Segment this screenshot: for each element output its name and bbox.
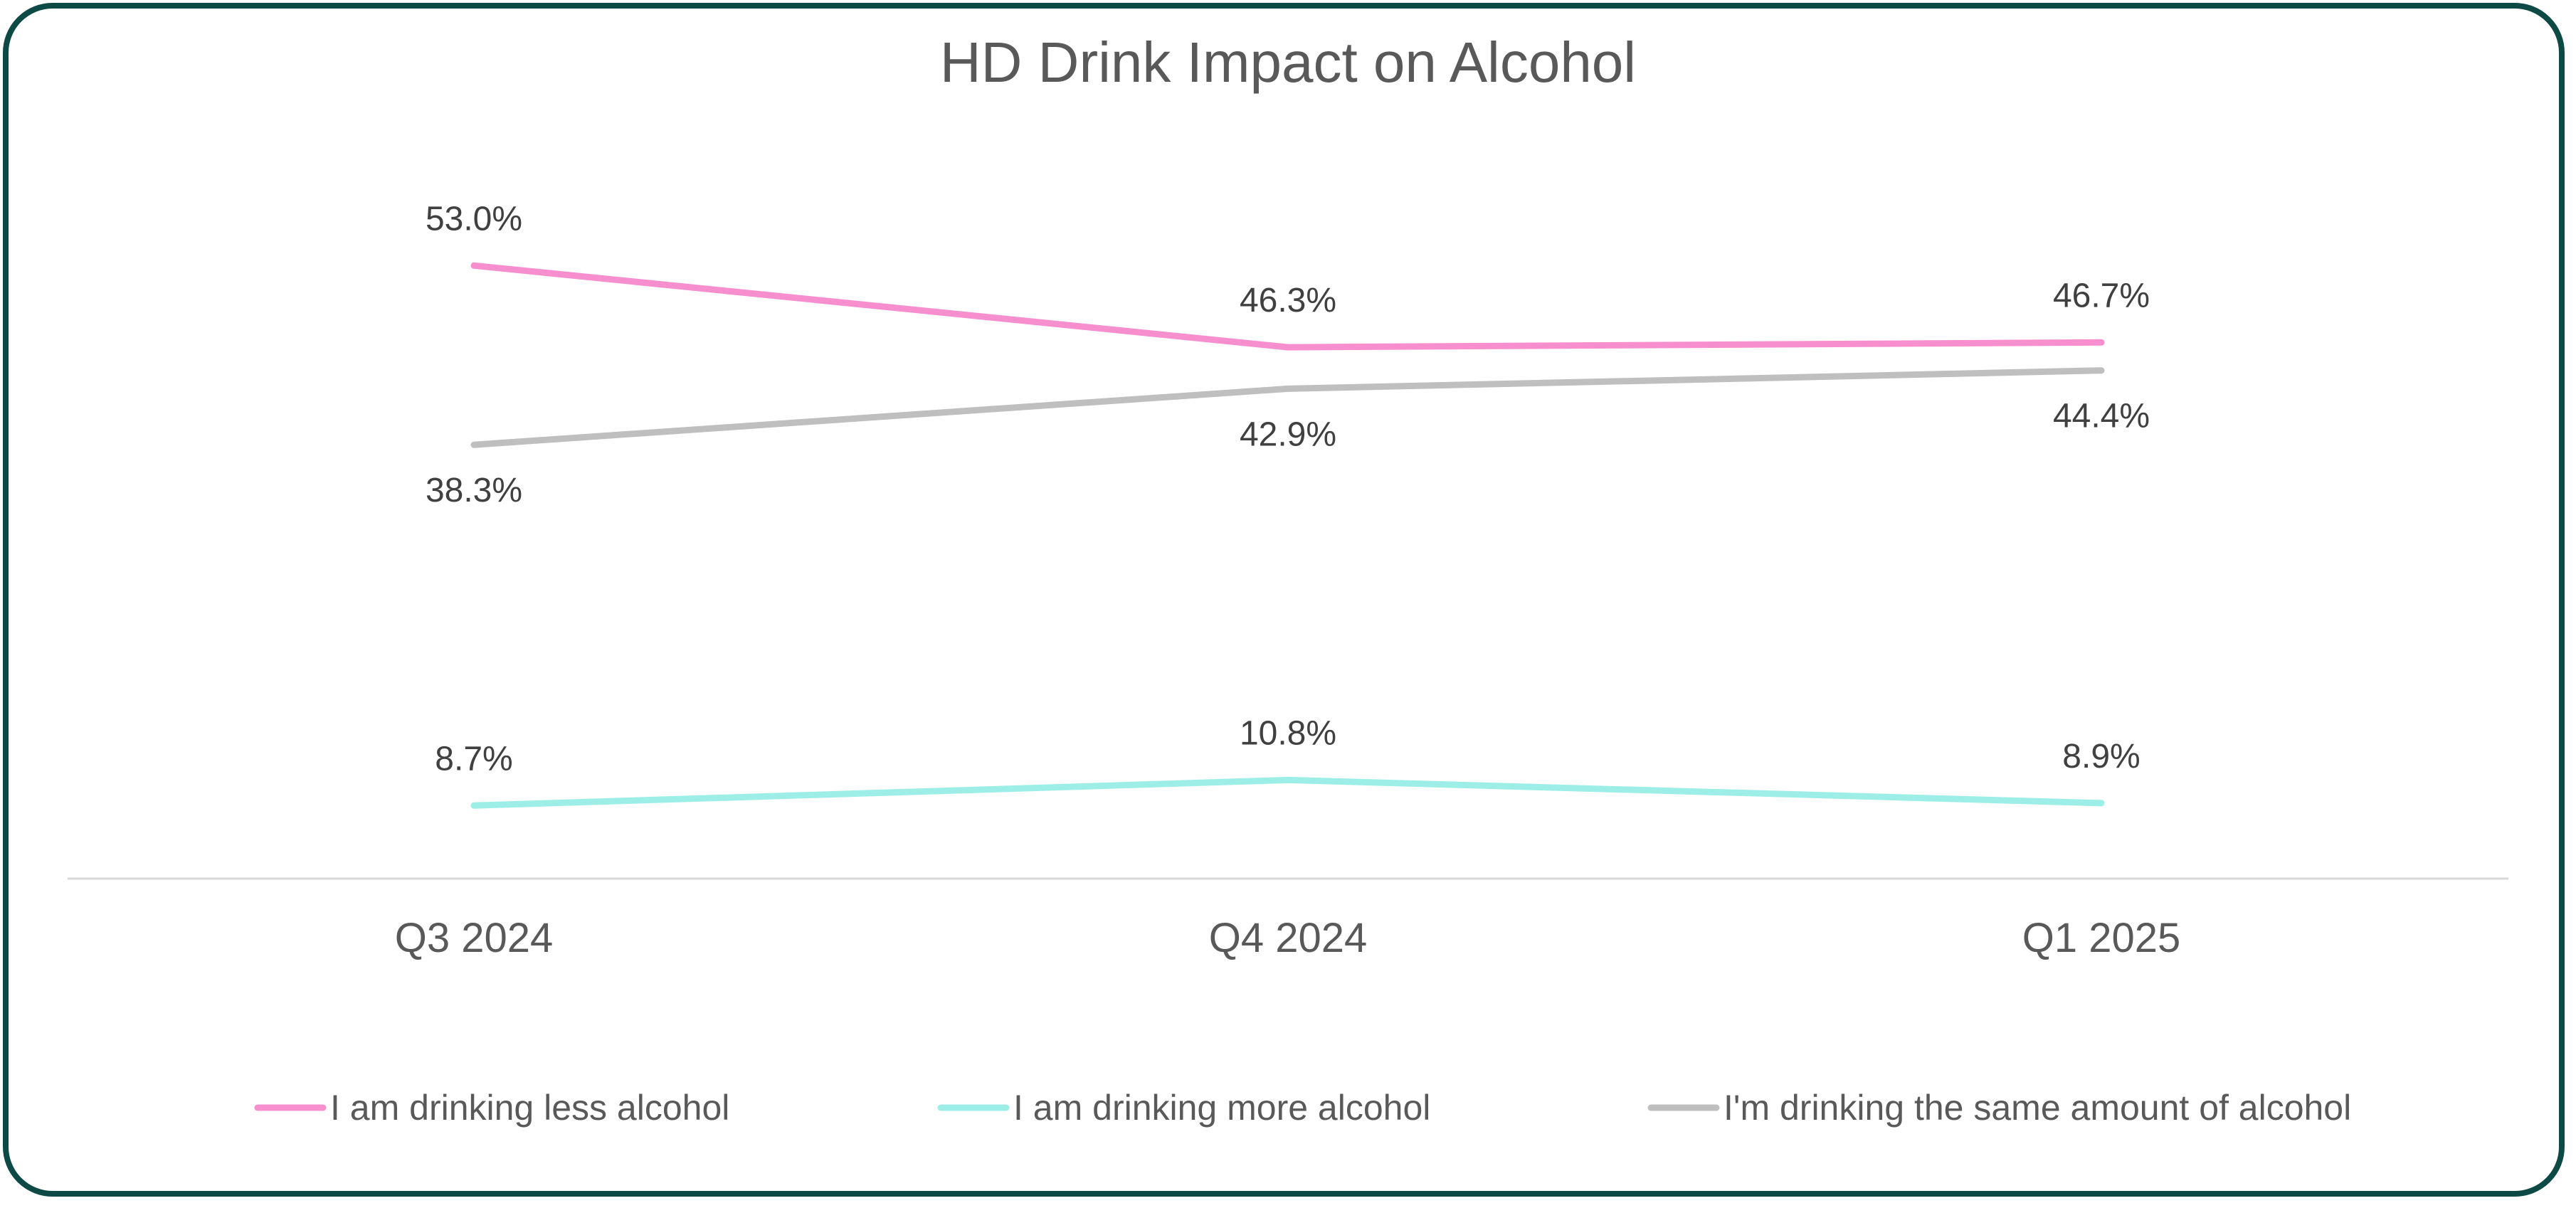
data-label: 38.3%	[426, 472, 522, 509]
x-tick-label: Q1 2025	[2022, 915, 2181, 961]
data-label: 8.9%	[2062, 738, 2140, 775]
series-line	[470, 776, 2105, 809]
data-label: 8.7%	[435, 740, 512, 778]
legend-label: I am drinking less alcohol	[330, 1088, 729, 1128]
data-label: 42.9%	[1240, 415, 1336, 453]
data-label: 44.4%	[2053, 398, 2150, 435]
data-label: 53.0%	[426, 200, 522, 238]
x-tick-label: Q3 2024	[395, 915, 554, 961]
data-label: 46.7%	[2053, 277, 2150, 314]
x-axis-ticks: Q3 2024 Q4 2024 Q1 2025	[395, 915, 2181, 961]
legend: I am drinking less alcohol I am drinking …	[254, 1088, 2351, 1128]
data-label: 46.3%	[1240, 282, 1336, 319]
chart-title: HD Drink Impact on Alcohol	[940, 31, 1636, 94]
data-labels: 53.0% 46.3% 46.7% 8.7% 10.8% 8.9% 38.3% 42.9% 44…	[426, 200, 2150, 778]
legend-label: I'm drinking the same amount of alcohol	[1724, 1088, 2351, 1128]
legend-label: I am drinking more alcohol	[1013, 1088, 1430, 1128]
series-line	[470, 262, 2105, 351]
data-label: 10.8%	[1240, 714, 1336, 752]
chart-frame	[3, 3, 2565, 1197]
series-lines	[470, 262, 2105, 809]
x-tick-label: Q4 2024	[1209, 915, 1368, 961]
series-line	[470, 367, 2105, 448]
